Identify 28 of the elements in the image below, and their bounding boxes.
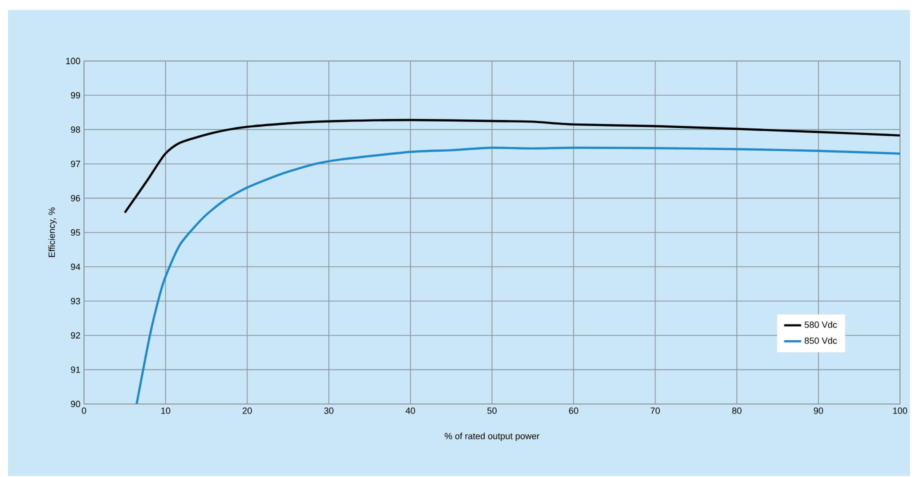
y-tick-label: 99 bbox=[70, 92, 80, 98]
y-tick-label: 93 bbox=[70, 298, 80, 304]
line-series bbox=[124, 118, 900, 214]
x-tick-label: 50 bbox=[487, 408, 497, 414]
x-tick-label: 40 bbox=[406, 408, 416, 414]
y-tick-label: 94 bbox=[70, 264, 80, 270]
x-tick-label: 10 bbox=[161, 408, 170, 414]
x-tick-label: 20 bbox=[242, 408, 252, 414]
y-tick-label: 98 bbox=[70, 126, 80, 133]
y-tick-label: 91 bbox=[70, 366, 80, 373]
y-tick-label: 92 bbox=[70, 332, 80, 339]
line-series bbox=[136, 146, 900, 404]
x-tick-label: 80 bbox=[732, 408, 742, 414]
y-axis-title: Efficiency, % bbox=[48, 208, 57, 257]
legend-label: 580 Vdc bbox=[804, 321, 837, 328]
x-tick-label: 60 bbox=[569, 408, 578, 414]
x-tick-label: 90 bbox=[814, 408, 824, 414]
y-tick-label: 100 bbox=[66, 58, 80, 64]
y-tick-label: 90 bbox=[70, 400, 80, 408]
legend-label: 850 Vdc bbox=[804, 337, 837, 344]
x-axis-title: % of rated output power bbox=[444, 432, 540, 442]
x-tick-label: 70 bbox=[650, 408, 660, 414]
y-tick-label: 96 bbox=[70, 195, 80, 202]
x-tick-label: 100 bbox=[893, 408, 908, 414]
x-tick-label: 0 bbox=[82, 408, 86, 414]
y-tick-label: 95 bbox=[70, 229, 80, 236]
x-tick-label: 30 bbox=[324, 408, 334, 414]
y-tick-label: 97 bbox=[70, 160, 80, 168]
